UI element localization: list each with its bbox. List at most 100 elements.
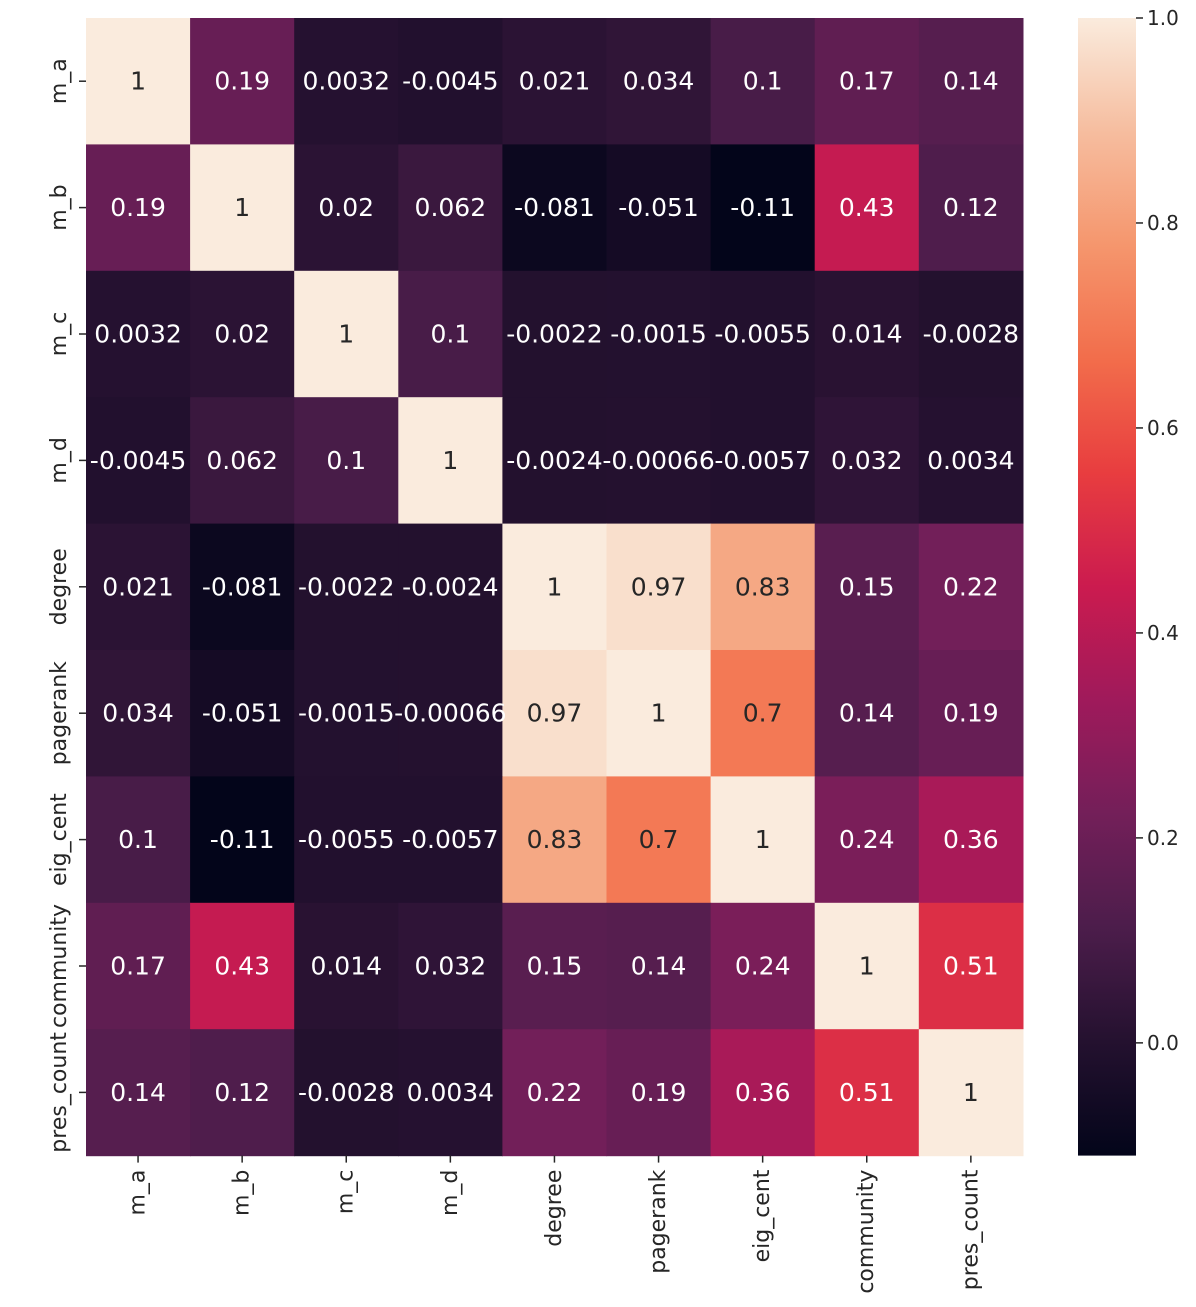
heatmap-cell-pagerank-degree — [502, 650, 608, 777]
cell-value-label: 1 — [338, 320, 354, 349]
cell-value-label: -0.0045 — [402, 67, 499, 96]
cell-value-label: -0.0045 — [90, 446, 187, 475]
cell-value-label: 0.12 — [943, 193, 999, 222]
heatmap-cell-m_c-m_d — [398, 270, 503, 398]
heatmap-cell-degree-eig_cent — [710, 523, 816, 651]
heatmap-cell-m_c-eig_cent — [710, 270, 816, 398]
cell-value-label: 0.83 — [527, 825, 583, 854]
heatmap-cell-degree-m_b — [190, 523, 295, 651]
heatmap-cell-eig_cent-pagerank — [606, 776, 712, 904]
cell-value-label: -0.0015 — [298, 699, 395, 728]
cell-value-label: -0.0028 — [923, 320, 1020, 349]
cell-value-label: 0.43 — [839, 193, 895, 222]
cell-value-label: 1 — [442, 446, 458, 475]
cell-value-label: 0.1 — [430, 320, 470, 349]
cell-value-label: 0.24 — [839, 825, 895, 854]
cell-value-label: 0.062 — [415, 193, 487, 222]
heatmap-cell-m_c-m_b — [190, 270, 295, 398]
cell-value-label: 0.14 — [631, 952, 687, 981]
heatmap-cell-pagerank-eig_cent — [710, 650, 816, 777]
heatmap-cell-pres_count-degree — [502, 1029, 608, 1157]
cell-value-label: 0.0032 — [94, 320, 181, 349]
heatmap-cell-m_d-eig_cent — [710, 397, 816, 525]
cell-value-label: -0.0024 — [402, 572, 499, 601]
heatmap-cell-pagerank-m_d — [398, 650, 503, 777]
heatmap-cell-degree-pres_count — [918, 523, 1024, 651]
heatmap-cell-m_c-m_a — [86, 270, 191, 398]
cell-value-label: 0.014 — [310, 952, 382, 981]
cell-value-label: 0.51 — [943, 952, 999, 981]
cell-value-label: -0.11 — [210, 825, 275, 854]
heatmap-cell-m_a-m_d — [398, 18, 503, 145]
heatmap-cell-degree-degree — [502, 523, 608, 651]
x-tick-label-m_b: m_b — [230, 1170, 255, 1216]
heatmap-cell-community-m_c — [294, 902, 399, 1030]
heatmap-cell-m_d-pres_count — [918, 397, 1024, 525]
heatmap-cells — [86, 18, 1024, 1157]
heatmap-cell-eig_cent-m_b — [190, 776, 295, 904]
y-tick-label-m_b: m_b — [47, 184, 72, 230]
cell-value-label: 0.43 — [214, 952, 270, 981]
heatmap-cell-m_a-pagerank — [606, 18, 712, 145]
cell-value-label: -0.11 — [730, 193, 795, 222]
colorbar-tick-label: 0.0 — [1147, 1031, 1179, 1055]
heatmap-cell-pres_count-m_c — [294, 1029, 399, 1157]
heatmap-cell-eig_cent-degree — [502, 776, 608, 904]
x-tick-label-community: community — [854, 1170, 879, 1294]
cell-value-label: -0.051 — [618, 193, 699, 222]
heatmap-cell-m_c-pres_count — [918, 270, 1024, 398]
heatmap-cell-pres_count-pres_count — [918, 1029, 1024, 1157]
y-tick-label-community: community — [47, 904, 72, 1028]
cell-value-label: 0.17 — [839, 67, 895, 96]
cell-value-label: 0.19 — [631, 1078, 687, 1107]
heatmap-cell-community-degree — [502, 902, 608, 1030]
x-tick-label-m_d: m_d — [438, 1170, 463, 1216]
cell-value-label: -0.0057 — [714, 446, 811, 475]
heatmap-cell-m_d-degree — [502, 397, 608, 525]
heatmap-cell-m_b-pres_count — [918, 144, 1024, 272]
y-tick-label-pres_count: pres_count — [47, 1032, 72, 1153]
heatmap-cell-m_d-community — [814, 397, 920, 525]
y-tick-label-degree: degree — [47, 548, 72, 625]
y-tick-label-m_d: m_d — [47, 437, 72, 483]
cell-value-label: 0.83 — [735, 572, 791, 601]
cell-value-label: 1 — [234, 193, 250, 222]
cell-value-label: 0.15 — [839, 572, 895, 601]
heatmap-cell-m_a-m_a — [86, 18, 191, 145]
heatmap-cell-community-eig_cent — [710, 902, 816, 1030]
y-tick-label-m_a: m_a — [47, 58, 72, 104]
heatmap-cell-m_b-m_a — [86, 144, 191, 272]
heatmap-cell-m_a-community — [814, 18, 920, 145]
cell-value-label: 0.19 — [943, 699, 999, 728]
cell-value-label: -0.0024 — [506, 446, 603, 475]
cell-value-label: 0.062 — [206, 446, 278, 475]
cell-value-label: -0.0057 — [402, 825, 499, 854]
cell-value-label: 1 — [651, 699, 667, 728]
cell-value-label: 0.1 — [326, 446, 366, 475]
cell-value-label: 0.02 — [214, 320, 270, 349]
heatmap-cell-eig_cent-eig_cent — [710, 776, 816, 904]
cell-value-label: 1 — [963, 1078, 979, 1107]
colorbar-gradient — [1078, 18, 1136, 1156]
cell-value-label: 0.12 — [214, 1078, 270, 1107]
heatmap-cell-degree-pagerank — [606, 523, 712, 651]
heatmap-cell-pres_count-m_a — [86, 1029, 191, 1157]
heatmap-cell-eig_cent-pres_count — [918, 776, 1024, 904]
colorbar-tick-label: 0.6 — [1147, 416, 1179, 440]
heatmap-cell-eig_cent-m_c — [294, 776, 399, 904]
heatmap-cell-community-m_b — [190, 902, 295, 1030]
cell-value-label: -0.0015 — [610, 320, 707, 349]
cell-value-label: 0.14 — [110, 1078, 166, 1107]
cell-value-label: 0.19 — [214, 67, 270, 96]
heatmap-cell-pres_count-community — [814, 1029, 920, 1157]
heatmap-cell-m_b-m_d — [398, 144, 503, 272]
heatmap-cell-pres_count-eig_cent — [710, 1029, 816, 1157]
cell-value-label: 0.034 — [623, 67, 695, 96]
colorbar-tick-label: 0.8 — [1147, 211, 1179, 235]
cell-value-label: -0.0022 — [298, 572, 395, 601]
heatmap-cell-pagerank-m_c — [294, 650, 399, 777]
cell-value-label: 0.14 — [839, 699, 895, 728]
y-tick-label-eig_cent: eig_cent — [47, 793, 72, 886]
